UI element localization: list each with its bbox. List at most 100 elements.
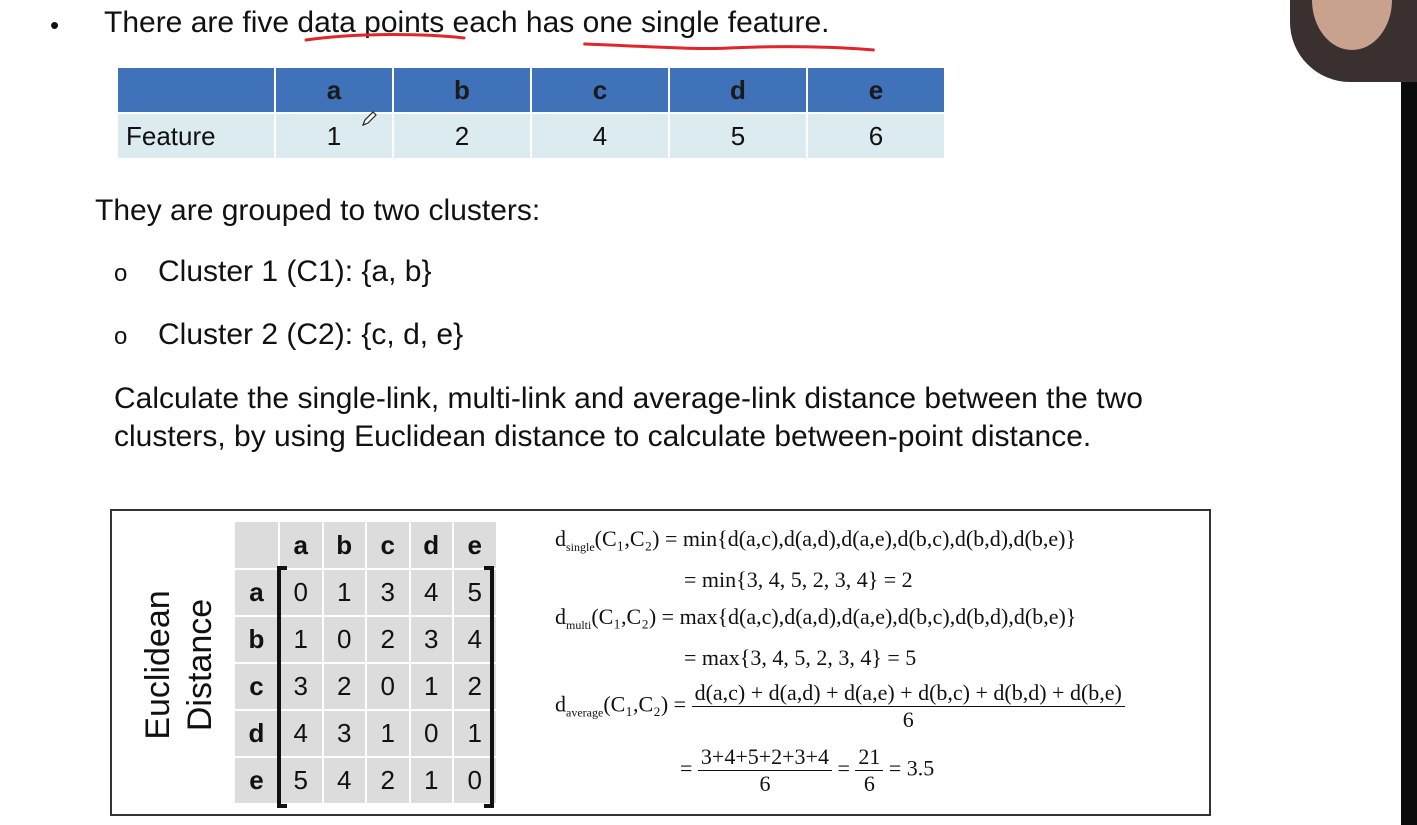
underline-data-points-mark: [304, 33, 466, 42]
matrix-cell: 2: [366, 757, 411, 805]
formula-average-sub: average: [566, 705, 604, 720]
matrix-cell: 1: [322, 569, 367, 617]
matrix-row-label: c: [235, 663, 280, 711]
matrix-title: Euclidean Distance: [116, 572, 242, 758]
formula-eval-eq2: =: [837, 755, 850, 781]
matrix-cell: 3: [279, 663, 324, 711]
matrix-cell: 0: [453, 757, 498, 805]
circle-bullet-icon: o: [114, 260, 128, 287]
formula-average-eval: = 3+4+5+2+3+4 6 = 21 6 = 3.5: [680, 744, 934, 797]
feature-table-header-cell: b: [392, 66, 532, 114]
formula-average-lhs: (C₁,C₂) =: [603, 691, 687, 717]
feature-row-label: Feature: [116, 112, 276, 160]
question-text: Calculate the single-link, multi-link an…: [114, 382, 1143, 453]
matrix-row: b 1 0 2 3 4: [235, 616, 498, 664]
matrix-cell: 5: [279, 757, 324, 805]
formula-average-denominator: 6: [902, 707, 914, 732]
formula-average-fraction: d(a,c) + d(a,d) + d(a,e) + d(b,c) + d(b,…: [691, 680, 1125, 733]
matrix-cell: 0: [279, 569, 324, 617]
formula-eval-fraction-1: 3+4+5+2+3+4 6: [697, 744, 832, 797]
feature-table: a b c d e Feature 1 2 4 5 6: [116, 66, 946, 160]
intro-text-middle: each has: [444, 6, 583, 39]
formula-eval-den2: 6: [863, 771, 875, 796]
matrix-cell: 4: [322, 757, 367, 805]
matrix-cell: 1: [366, 710, 411, 758]
formula-average-numerator: d(a,c) + d(a,d) + d(a,e) + d(b,c) + d(b,…: [691, 680, 1125, 707]
matrix-cell: 0: [366, 663, 411, 711]
matrix-header-cell: d: [409, 522, 454, 570]
feature-value: 5: [668, 112, 808, 160]
matrix-row-label: a: [235, 569, 280, 617]
matrix-cell: 3: [366, 569, 411, 617]
formula-average: daverage(C₁,C₂) = d(a,c) + d(a,d) + d(a,…: [555, 680, 1125, 733]
matrix-left-bracket: [277, 566, 287, 808]
matrix-row: d 4 3 1 0 1: [235, 710, 498, 758]
matrix-cell: 1: [409, 663, 454, 711]
formula-eval-num1: 3+4+5+2+3+4: [697, 744, 832, 771]
formula-eval-num2: 21: [855, 744, 884, 771]
grouped-text: They are grouped to two clusters:: [95, 194, 541, 227]
matrix-row: e 5 4 2 1 0: [235, 757, 498, 805]
bullet-icon: •: [50, 10, 60, 40]
matrix-header-cell: b: [322, 522, 367, 570]
formula-single-eval: = min{3, 4, 5, 2, 3, 4} = 2: [684, 567, 913, 592]
matrix-title-line1: Euclidean: [139, 590, 177, 740]
matrix-cell: 4: [279, 710, 324, 758]
presenter-webcam: [1290, 0, 1417, 82]
matrix-title-line2: Distance: [181, 598, 219, 732]
formula-eval-result: = 3.5: [888, 755, 935, 781]
matrix-row-label: d: [235, 710, 280, 758]
pen-cursor-icon: [361, 111, 377, 127]
formula-eval-den1: 6: [759, 771, 771, 796]
formula-eval-fraction-2: 21 6: [855, 744, 884, 797]
matrix-header-row: a b c d e: [235, 522, 498, 570]
intro-text-before: There are five: [104, 6, 298, 39]
annotation-underlines: [304, 33, 875, 52]
feature-table-header-cell: [116, 66, 276, 114]
matrix-cell: 1: [409, 757, 454, 805]
circle-bullet-icon: o: [114, 323, 128, 350]
matrix-cell: 0: [322, 616, 367, 664]
feature-value: 6: [806, 112, 946, 160]
matrix-cell: 2: [366, 616, 411, 664]
cluster-item-2: o Cluster 2 (C2): {c, d, e}: [114, 318, 463, 352]
matrix-header-cell: a: [279, 522, 324, 570]
presenter-face: [1312, 0, 1392, 50]
matrix-header-cell: e: [453, 522, 498, 570]
cluster-2-text: Cluster 2 (C2): {c, d, e}: [158, 318, 464, 351]
matrix-row: a 0 1 3 4 5: [235, 569, 498, 617]
matrix-right-bracket: [484, 566, 494, 808]
matrix-row: c 3 2 0 1 2: [235, 663, 498, 711]
underline-feature-mark: [583, 42, 875, 52]
formula-multi-rhs: (C₁,C₂) = max{d(a,c),d(a,d),d(a,e),d(b,c…: [591, 604, 1077, 629]
formula-single: dsingle(C₁,C₂) = min{d(a,c),d(a,d),d(a,e…: [555, 526, 1076, 555]
matrix-cell: 2: [322, 663, 367, 711]
matrix-row-label: b: [235, 616, 280, 664]
feature-table-header-row: a b c d e: [116, 66, 946, 114]
matrix-cell: 1: [279, 616, 324, 664]
cluster-1-text: Cluster 1 (C1): {a, b}: [158, 255, 432, 288]
intro-underline-feature: one single feature.: [582, 6, 830, 39]
formula-single-rhs: (C₁,C₂) = min{d(a,c),d(a,d),d(a,e),d(b,c…: [594, 526, 1077, 551]
feature-table-row: Feature 1 2 4 5 6: [116, 112, 946, 160]
feature-value: 2: [392, 112, 532, 160]
matrix-cell: 3: [322, 710, 367, 758]
distance-matrix: a b c d e a 0 1 3 4 5 b 1 0 2 3 4 c 3 2 …: [235, 522, 498, 805]
formula-multi-eval: = max{3, 4, 5, 2, 3, 4} = 5: [684, 645, 917, 670]
matrix-corner: [235, 522, 280, 570]
formula-multi-label: d: [555, 604, 566, 629]
feature-value: 1: [274, 112, 394, 160]
formula-multi-sub: multi: [566, 618, 592, 632]
formula-single-label: d: [555, 526, 566, 551]
matrix-header-cell: c: [366, 522, 411, 570]
feature-table-header-cell: d: [668, 66, 808, 114]
feature-value: 4: [530, 112, 670, 160]
formula-average-label: d: [555, 691, 566, 717]
feature-table-header-cell: c: [530, 66, 670, 114]
feature-table-header-cell: a: [274, 66, 394, 114]
screen-edge: [1401, 82, 1417, 825]
formula-single-sub: single: [566, 540, 595, 554]
matrix-cell: 4: [409, 569, 454, 617]
formula-eval-eq1: =: [680, 755, 693, 781]
matrix-row-label: e: [235, 757, 280, 805]
